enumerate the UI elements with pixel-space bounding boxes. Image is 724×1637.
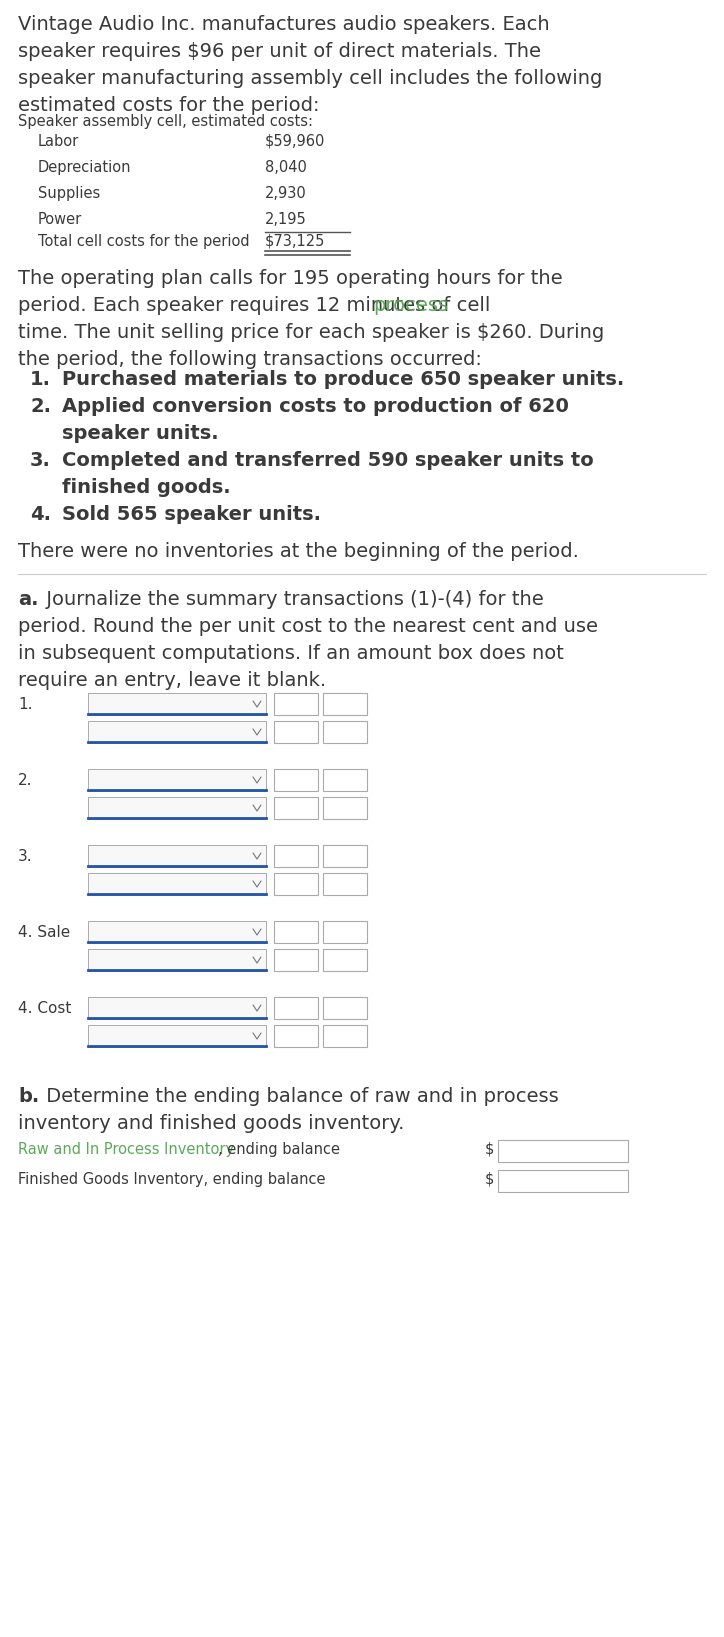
Text: Supplies: Supplies bbox=[38, 187, 100, 201]
Text: 1.: 1. bbox=[30, 370, 51, 390]
Bar bbox=[323, 873, 367, 895]
Bar bbox=[274, 949, 318, 971]
Text: 3.: 3. bbox=[18, 850, 33, 864]
Bar bbox=[88, 997, 266, 1018]
Bar bbox=[274, 922, 318, 943]
Text: in subsequent computations. If an amount box does not: in subsequent computations. If an amount… bbox=[18, 643, 564, 663]
Text: period. Round the per unit cost to the nearest cent and use: period. Round the per unit cost to the n… bbox=[18, 617, 598, 637]
Bar bbox=[88, 949, 266, 971]
Bar bbox=[498, 1139, 628, 1162]
Text: time. The unit selling price for each speaker is $260. During: time. The unit selling price for each sp… bbox=[18, 322, 605, 342]
Text: Depreciation: Depreciation bbox=[38, 160, 132, 175]
Text: Vintage Audio Inc. manufactures audio speakers. Each: Vintage Audio Inc. manufactures audio sp… bbox=[18, 15, 550, 34]
Bar bbox=[274, 845, 318, 868]
Text: The operating plan calls for 195 operating hours for the: The operating plan calls for 195 operati… bbox=[18, 268, 563, 288]
Text: Determine the ending balance of raw and in process: Determine the ending balance of raw and … bbox=[40, 1087, 559, 1107]
Text: 1.: 1. bbox=[18, 697, 33, 712]
Bar bbox=[323, 769, 367, 791]
Text: Completed and transferred 590 speaker units to: Completed and transferred 590 speaker un… bbox=[62, 452, 594, 470]
Text: , ending balance: , ending balance bbox=[218, 1143, 340, 1157]
Bar bbox=[323, 997, 367, 1018]
Text: Finished Goods Inventory, ending balance: Finished Goods Inventory, ending balance bbox=[18, 1172, 326, 1187]
Bar bbox=[323, 1025, 367, 1048]
Text: speaker units.: speaker units. bbox=[62, 424, 219, 444]
Text: Applied conversion costs to production of 620: Applied conversion costs to production o… bbox=[62, 398, 569, 416]
Text: 8,040: 8,040 bbox=[265, 160, 307, 175]
Bar bbox=[88, 1025, 266, 1048]
Text: $: $ bbox=[485, 1143, 494, 1157]
Text: Purchased materials to produce 650 speaker units.: Purchased materials to produce 650 speak… bbox=[62, 370, 624, 390]
Bar bbox=[274, 1025, 318, 1048]
Text: 4.: 4. bbox=[30, 504, 51, 524]
Text: $59,960: $59,960 bbox=[265, 134, 325, 149]
Bar bbox=[88, 769, 266, 791]
Text: Power: Power bbox=[38, 213, 83, 228]
Text: speaker manufacturing assembly cell includes the following: speaker manufacturing assembly cell incl… bbox=[18, 69, 602, 88]
Bar bbox=[323, 922, 367, 943]
Text: a.: a. bbox=[18, 589, 38, 609]
Bar bbox=[498, 1170, 628, 1192]
Text: Speaker assembly cell, estimated costs:: Speaker assembly cell, estimated costs: bbox=[18, 115, 313, 129]
Bar bbox=[88, 873, 266, 895]
Bar bbox=[323, 692, 367, 715]
Text: 2,195: 2,195 bbox=[265, 213, 307, 228]
Text: inventory and finished goods inventory.: inventory and finished goods inventory. bbox=[18, 1115, 405, 1133]
Text: 2.: 2. bbox=[18, 773, 33, 787]
Text: Raw and In Process Inventory: Raw and In Process Inventory bbox=[18, 1143, 234, 1157]
Bar bbox=[88, 845, 266, 868]
Text: Total cell costs for the period: Total cell costs for the period bbox=[38, 234, 250, 249]
Text: Sold 565 speaker units.: Sold 565 speaker units. bbox=[62, 504, 321, 524]
Bar bbox=[274, 873, 318, 895]
Bar bbox=[323, 797, 367, 818]
Text: 2.: 2. bbox=[30, 398, 51, 416]
Text: require an entry, leave it blank.: require an entry, leave it blank. bbox=[18, 671, 326, 691]
Text: There were no inventories at the beginning of the period.: There were no inventories at the beginni… bbox=[18, 542, 579, 561]
Bar bbox=[274, 769, 318, 791]
Text: Labor: Labor bbox=[38, 134, 79, 149]
Text: 4. Sale: 4. Sale bbox=[18, 925, 70, 940]
Text: process: process bbox=[373, 296, 448, 314]
Bar bbox=[274, 797, 318, 818]
Text: estimated costs for the period:: estimated costs for the period: bbox=[18, 97, 319, 115]
Bar bbox=[323, 720, 367, 743]
Text: the period, the following transactions occurred:: the period, the following transactions o… bbox=[18, 350, 482, 368]
Text: 3.: 3. bbox=[30, 452, 51, 470]
Bar bbox=[274, 997, 318, 1018]
Text: 4. Cost: 4. Cost bbox=[18, 1000, 72, 1017]
Text: b.: b. bbox=[18, 1087, 39, 1107]
Text: Journalize the summary transactions (1)-(4) for the: Journalize the summary transactions (1)-… bbox=[40, 589, 544, 609]
Text: speaker requires $96 per unit of direct materials. The: speaker requires $96 per unit of direct … bbox=[18, 43, 541, 61]
Text: $73,125: $73,125 bbox=[265, 234, 325, 249]
Bar bbox=[88, 720, 266, 743]
Bar bbox=[323, 845, 367, 868]
Text: finished goods.: finished goods. bbox=[62, 478, 231, 498]
Bar bbox=[88, 692, 266, 715]
Bar bbox=[88, 922, 266, 943]
Bar bbox=[323, 949, 367, 971]
Bar bbox=[88, 797, 266, 818]
Text: 2,930: 2,930 bbox=[265, 187, 307, 201]
Bar bbox=[274, 720, 318, 743]
Bar bbox=[274, 692, 318, 715]
Text: period. Each speaker requires 12 minutes of cell: period. Each speaker requires 12 minutes… bbox=[18, 296, 497, 314]
Text: $: $ bbox=[485, 1172, 494, 1187]
